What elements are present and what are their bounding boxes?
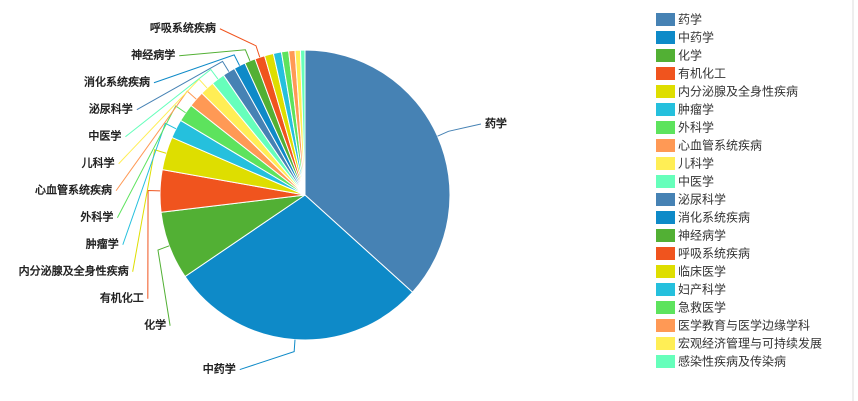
- legend-label: 儿科学: [678, 156, 714, 171]
- legend-swatch: [656, 31, 675, 44]
- slice-label: 中药学: [203, 362, 236, 376]
- slice-label: 儿科学: [81, 156, 115, 170]
- slice-label: 药学: [485, 116, 507, 130]
- legend-label: 医学教育与医学边缘学科: [678, 318, 810, 333]
- slice-label: 外科学: [79, 210, 113, 224]
- label-line: [179, 49, 251, 62]
- legend-swatch: [656, 67, 675, 80]
- legend-label: 心血管系统疾病: [678, 138, 762, 153]
- legend-swatch: [656, 319, 675, 332]
- slice-label: 化学: [144, 318, 166, 332]
- legend-swatch: [656, 139, 675, 152]
- label-line: [125, 68, 219, 138]
- legend-label: 呼吸系统疾病: [678, 246, 750, 261]
- legend-label: 宏观经济管理与可持续发展: [678, 336, 822, 351]
- legend-label: 临床医学: [678, 264, 726, 279]
- legend-label: 中药学: [678, 30, 714, 45]
- pie-slice: [184, 194, 414, 341]
- slice-label: 泌尿科学: [89, 102, 133, 116]
- legend-swatch: [656, 85, 675, 98]
- legend-label: 内分泌腺及全身性疾病: [678, 84, 798, 99]
- label-line: [153, 54, 241, 84]
- slice-label: 中医学: [88, 129, 121, 143]
- legend-label: 药学: [678, 12, 702, 27]
- legend-label: 感染性疾病及传染病: [678, 354, 786, 369]
- slice-label: 肿瘤学: [86, 237, 119, 251]
- label-line: [437, 123, 482, 137]
- legend-label: 妇产科学: [678, 282, 726, 297]
- label-line: [147, 190, 161, 299]
- legend-swatch: [656, 121, 675, 134]
- legend-label: 化学: [678, 48, 702, 63]
- legend-swatch: [656, 337, 675, 350]
- label-line: [132, 149, 167, 272]
- slice-label: 神经病学: [131, 48, 175, 62]
- legend-swatch: [656, 283, 675, 296]
- legend-label: 急救医学: [678, 300, 726, 315]
- pie-slice: [299, 49, 306, 196]
- slice-label: 心血管系统疾病: [35, 183, 112, 197]
- legend-label: 中医学: [678, 174, 714, 189]
- legend-swatch: [656, 175, 675, 188]
- label-line: [116, 105, 186, 218]
- legend-swatch: [656, 49, 675, 62]
- legend-swatch: [656, 157, 675, 170]
- legend-swatch: [656, 193, 675, 206]
- legend-label: 泌尿科学: [678, 192, 726, 207]
- slice-label: 消化系统疾病: [84, 75, 150, 89]
- legend-label: 神经病学: [678, 228, 726, 243]
- slice-label: 内分泌腺及全身性疾病: [19, 264, 129, 278]
- legend-swatch: [656, 265, 675, 278]
- legend-label: 有机化工: [678, 67, 726, 81]
- legend-swatch: [656, 13, 675, 26]
- slice-label: 有机化工: [100, 291, 144, 305]
- label-line: [219, 28, 261, 58]
- label-line: [122, 122, 177, 245]
- slice-label: 呼吸系统疾病: [150, 21, 216, 35]
- legend-swatch: [656, 103, 675, 116]
- legend-label: 外科学: [678, 120, 714, 135]
- legend-swatch: [656, 247, 675, 260]
- label-line: [157, 245, 171, 326]
- legend-swatch: [656, 229, 675, 242]
- legend-swatch: [656, 211, 675, 224]
- legend-swatch: [656, 301, 675, 314]
- legend-swatch: [656, 355, 675, 368]
- legend-label: 消化系统疾病: [678, 210, 750, 225]
- label-line: [239, 339, 296, 371]
- label-line: [136, 60, 230, 111]
- legend-label: 肿瘤学: [678, 102, 714, 117]
